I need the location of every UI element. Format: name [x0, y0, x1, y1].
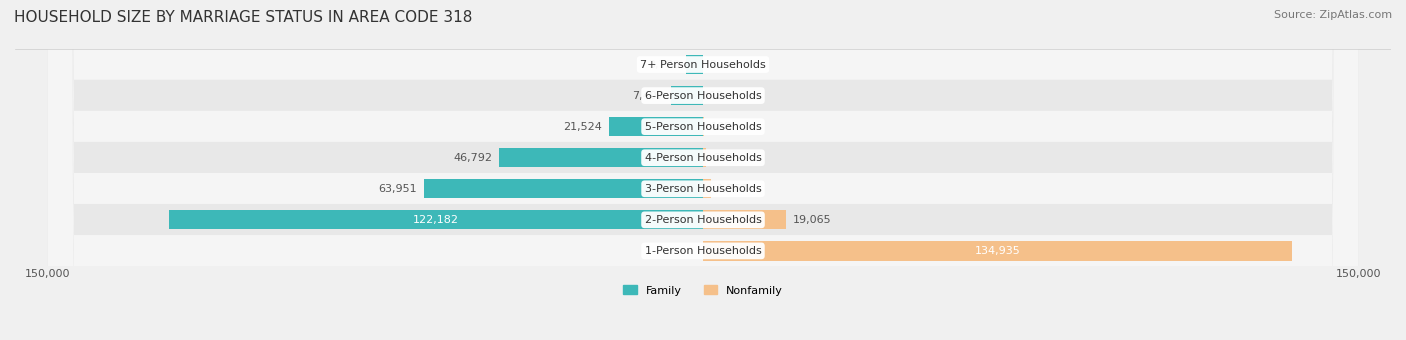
Text: HOUSEHOLD SIZE BY MARRIAGE STATUS IN AREA CODE 318: HOUSEHOLD SIZE BY MARRIAGE STATUS IN ARE… [14, 10, 472, 25]
Bar [609, 117, 703, 136]
Bar [703, 179, 710, 199]
Text: 19: 19 [710, 90, 724, 101]
Text: 46,792: 46,792 [453, 153, 492, 163]
FancyBboxPatch shape [48, 0, 1358, 340]
Text: 134,935: 134,935 [974, 246, 1021, 256]
Text: Source: ZipAtlas.com: Source: ZipAtlas.com [1274, 10, 1392, 20]
Text: 5-Person Households: 5-Person Households [644, 122, 762, 132]
Bar [671, 86, 703, 105]
Text: 3,778: 3,778 [648, 59, 681, 70]
Text: 19,065: 19,065 [793, 215, 831, 225]
Text: 7,407: 7,407 [633, 90, 664, 101]
Bar [169, 210, 703, 230]
FancyBboxPatch shape [48, 0, 1358, 340]
Legend: Family, Nonfamily: Family, Nonfamily [619, 281, 787, 300]
Bar [703, 210, 786, 230]
Text: 2: 2 [710, 59, 717, 70]
FancyBboxPatch shape [48, 0, 1358, 340]
Text: 1,762: 1,762 [717, 184, 749, 194]
Bar [703, 148, 706, 167]
Text: 122,182: 122,182 [413, 215, 460, 225]
Text: 63,951: 63,951 [378, 184, 418, 194]
Bar [686, 55, 703, 74]
FancyBboxPatch shape [48, 0, 1358, 340]
Text: 2-Person Households: 2-Person Households [644, 215, 762, 225]
FancyBboxPatch shape [48, 0, 1358, 340]
Bar [423, 179, 703, 199]
FancyBboxPatch shape [48, 0, 1358, 340]
Text: 4-Person Households: 4-Person Households [644, 153, 762, 163]
Text: 21,524: 21,524 [564, 122, 602, 132]
Bar [499, 148, 703, 167]
Text: 6-Person Households: 6-Person Households [644, 90, 762, 101]
Text: 7+ Person Households: 7+ Person Households [640, 59, 766, 70]
Text: 1-Person Households: 1-Person Households [644, 246, 762, 256]
Text: 655: 655 [713, 153, 734, 163]
Text: 188: 188 [710, 122, 731, 132]
Text: 3-Person Households: 3-Person Households [644, 184, 762, 194]
Bar [703, 241, 1292, 260]
FancyBboxPatch shape [48, 0, 1358, 340]
